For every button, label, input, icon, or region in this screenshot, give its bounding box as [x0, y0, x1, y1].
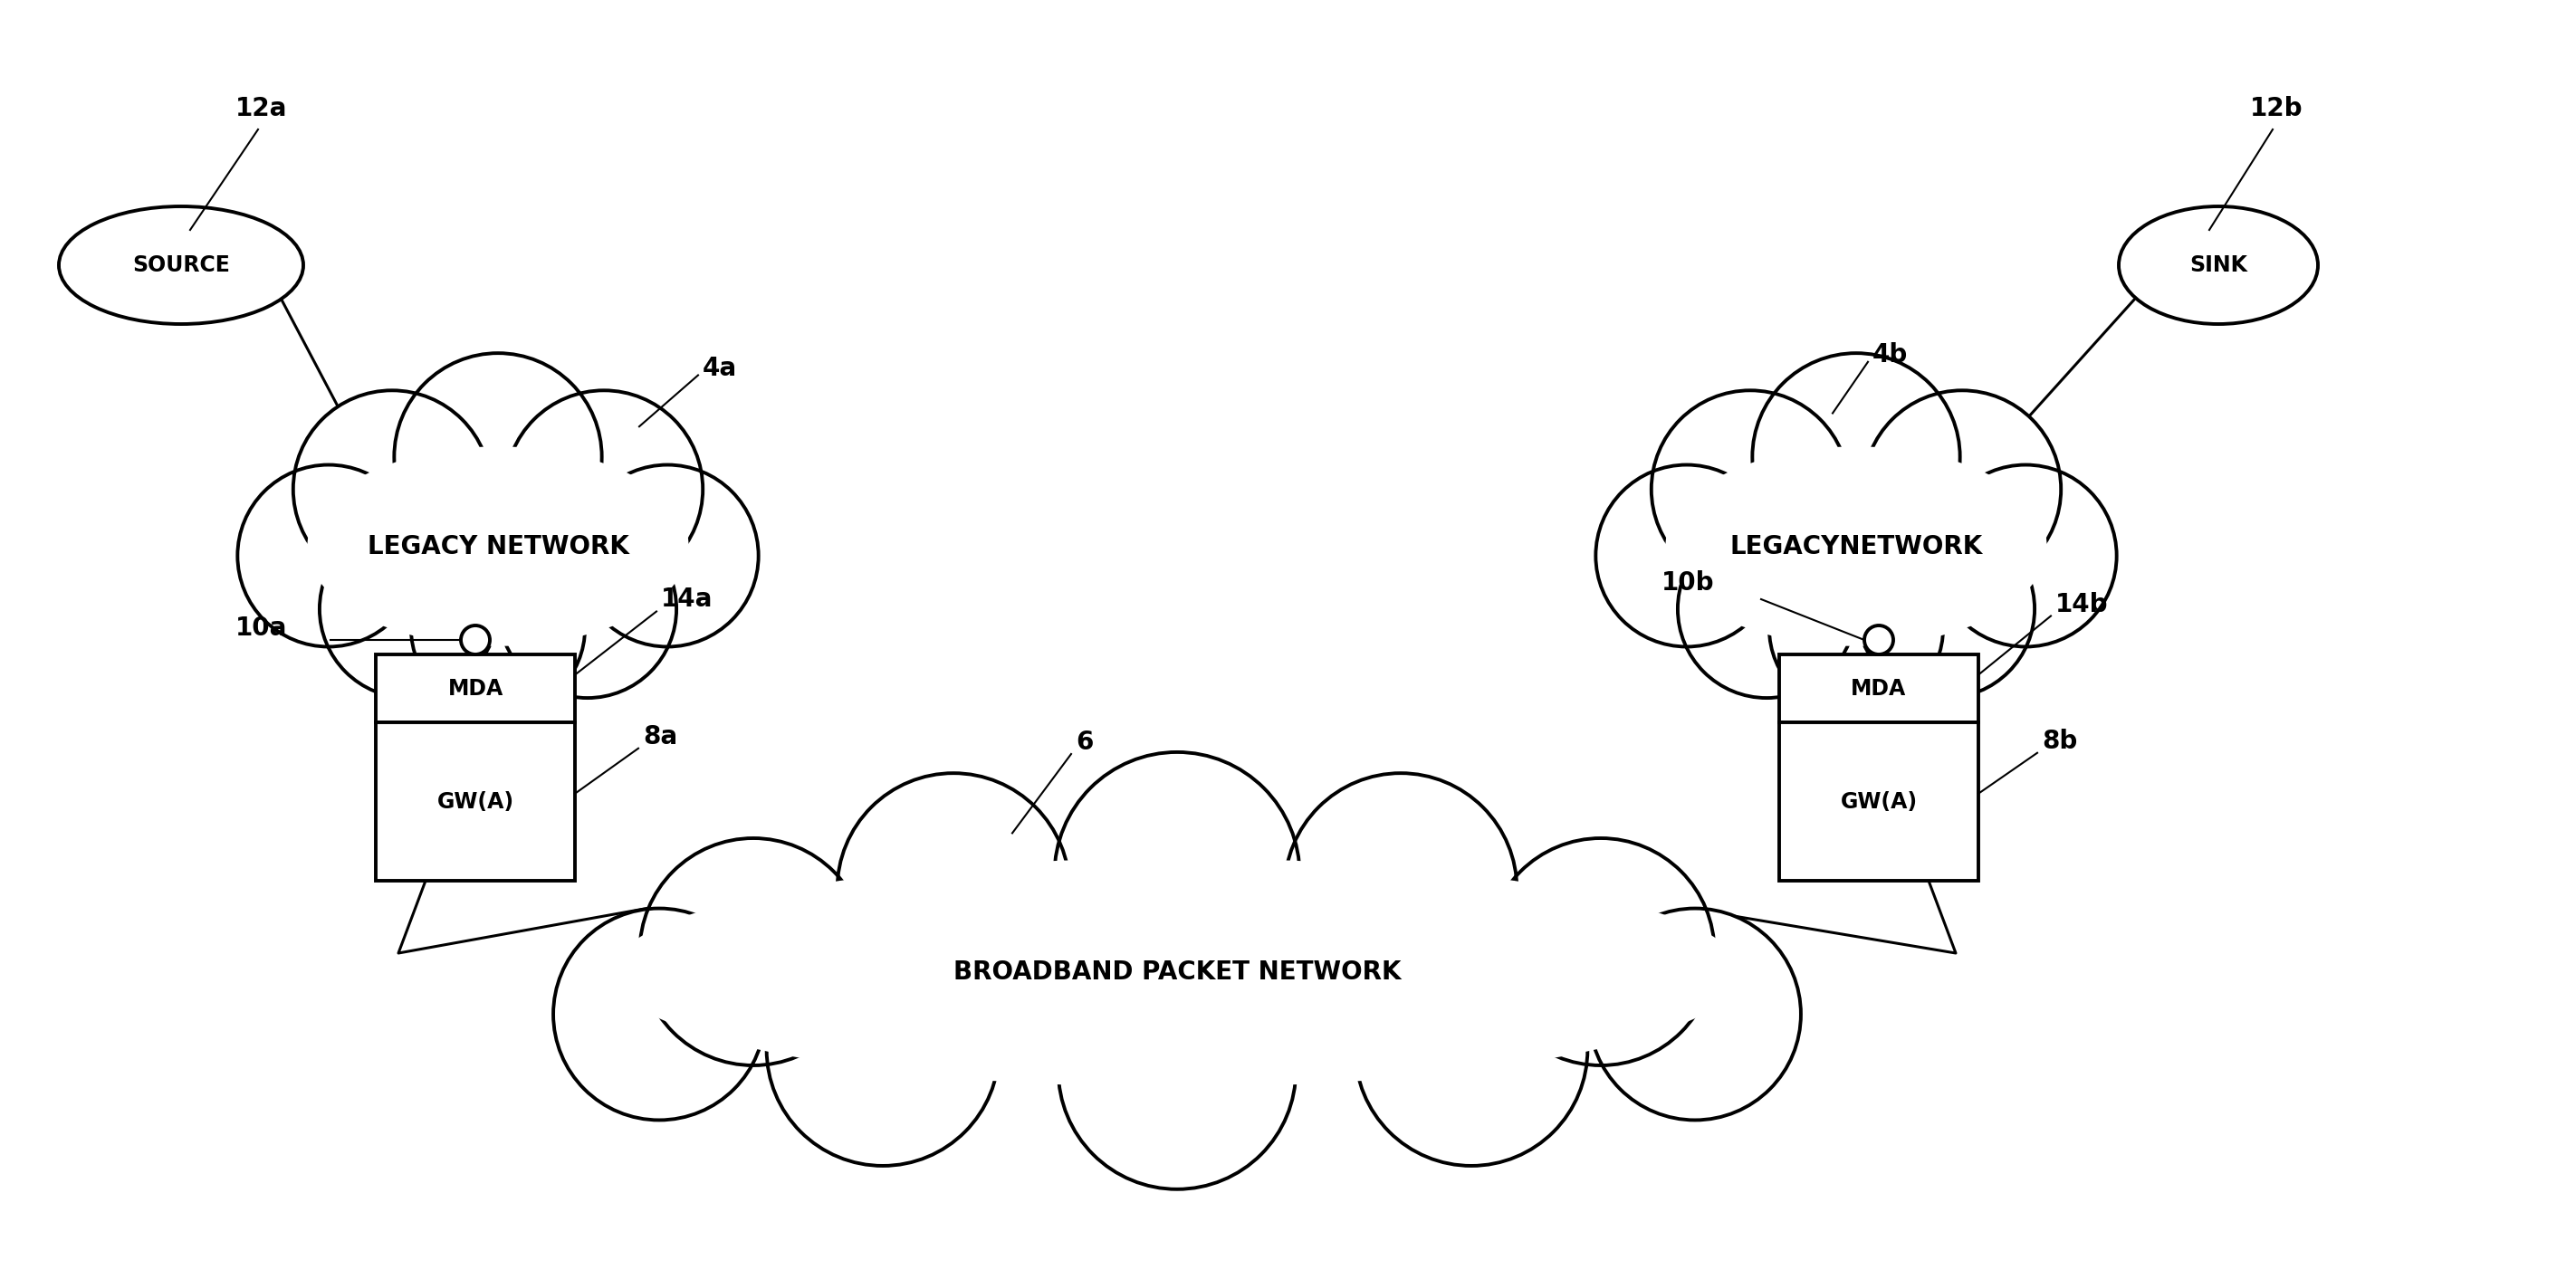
Circle shape: [577, 464, 757, 647]
Text: 12b: 12b: [2249, 96, 2303, 122]
Circle shape: [505, 390, 703, 588]
Text: 14a: 14a: [662, 587, 714, 613]
Text: 6: 6: [1077, 729, 1092, 755]
Circle shape: [394, 353, 603, 560]
Ellipse shape: [307, 446, 688, 646]
Text: 8a: 8a: [644, 724, 677, 749]
Bar: [1780, 655, 1978, 723]
Circle shape: [1651, 390, 1850, 588]
Circle shape: [768, 934, 999, 1165]
Circle shape: [1770, 541, 1942, 715]
Circle shape: [1054, 752, 1301, 998]
Circle shape: [1589, 908, 1801, 1120]
Ellipse shape: [1667, 446, 2048, 646]
Ellipse shape: [613, 858, 1741, 1087]
Circle shape: [461, 625, 489, 655]
Text: MDA: MDA: [1852, 678, 1906, 700]
Circle shape: [294, 390, 492, 588]
Circle shape: [1862, 390, 2061, 588]
Bar: [376, 723, 574, 881]
Text: SOURCE: SOURCE: [131, 255, 229, 276]
Text: SINK: SINK: [2190, 255, 2246, 276]
Circle shape: [319, 521, 497, 698]
Text: 10a: 10a: [234, 615, 289, 641]
Circle shape: [1865, 625, 1893, 655]
Circle shape: [1486, 838, 1716, 1065]
Text: 14b: 14b: [2056, 591, 2107, 616]
Circle shape: [1355, 934, 1587, 1165]
Text: 12a: 12a: [234, 96, 289, 122]
Circle shape: [1285, 774, 1517, 1005]
Circle shape: [500, 521, 677, 698]
Text: LEGACYNETWORK: LEGACYNETWORK: [1728, 533, 1984, 559]
Circle shape: [639, 838, 868, 1065]
Text: BROADBAND PACKET NETWORK: BROADBAND PACKET NETWORK: [953, 961, 1401, 985]
Bar: [1780, 723, 1978, 881]
Circle shape: [1595, 464, 1777, 647]
Text: LEGACY NETWORK: LEGACY NETWORK: [368, 533, 629, 559]
Text: MDA: MDA: [448, 678, 502, 700]
Circle shape: [1857, 521, 2035, 698]
Circle shape: [237, 464, 420, 647]
Circle shape: [412, 541, 585, 715]
Text: 4a: 4a: [703, 356, 737, 381]
Text: 8b: 8b: [2043, 729, 2076, 753]
Circle shape: [1059, 952, 1296, 1189]
Circle shape: [1935, 464, 2117, 647]
Circle shape: [1752, 353, 1960, 560]
Text: GW(A): GW(A): [438, 790, 513, 812]
Ellipse shape: [59, 206, 304, 324]
Text: 4b: 4b: [1873, 341, 1909, 367]
Ellipse shape: [2117, 206, 2318, 324]
Circle shape: [1677, 521, 1855, 698]
Circle shape: [837, 774, 1069, 1005]
Text: 10b: 10b: [1662, 570, 1716, 596]
Bar: [376, 655, 574, 723]
Text: GW(A): GW(A): [1839, 790, 1917, 812]
Circle shape: [554, 908, 765, 1120]
